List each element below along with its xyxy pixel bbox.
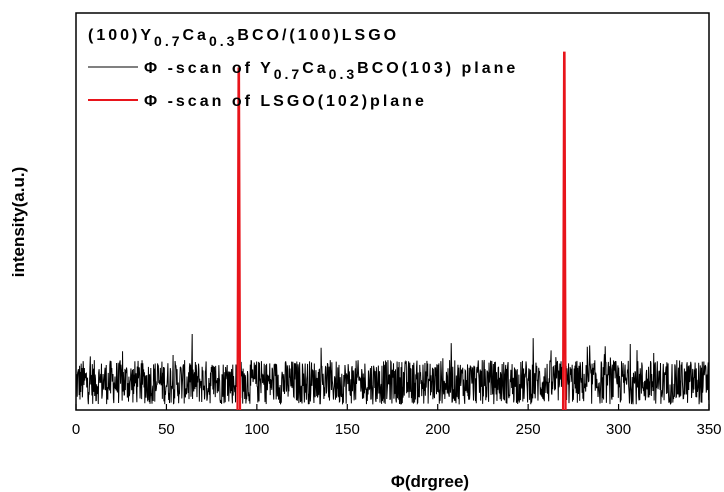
x-tick-label: 50: [158, 421, 175, 438]
legend-entry-lsgo: Φ -scan of LSGO(102)plane: [144, 93, 427, 110]
series-ycabco-line: [75, 166, 710, 406]
x-tick-label: 100: [244, 421, 269, 438]
x-tick-label: 150: [335, 421, 360, 438]
plot-frame: [75, 12, 710, 411]
lsgo-peak-2: [561, 51, 567, 411]
legend-entry-ycabco: Φ -scan of Y0.7Ca0.3BCO(103) plane: [144, 60, 518, 82]
y-axis-title: intensity(a.u.): [9, 167, 28, 278]
legend-header: (100)Y0.7Ca0.3BCO/(100)LSGO: [88, 27, 399, 49]
legend: (100)Y0.7Ca0.3BCO/(100)LSGO Φ -scan of Y0…: [88, 27, 518, 110]
x-tick-label: 250: [516, 421, 541, 438]
lsgo-peak-1: [236, 67, 242, 411]
x-axis-title: Φ(drgree): [391, 472, 469, 491]
x-tick-label: 0: [72, 421, 80, 438]
x-tick-label: 200: [425, 421, 450, 438]
x-tick-label: 350: [696, 421, 721, 438]
x-tick-label: 300: [606, 421, 631, 438]
